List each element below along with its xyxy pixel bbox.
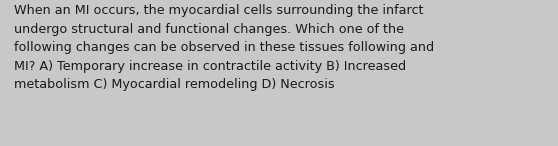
Text: When an MI occurs, the myocardial cells surrounding the infarct
undergo structur: When an MI occurs, the myocardial cells … (14, 4, 434, 91)
